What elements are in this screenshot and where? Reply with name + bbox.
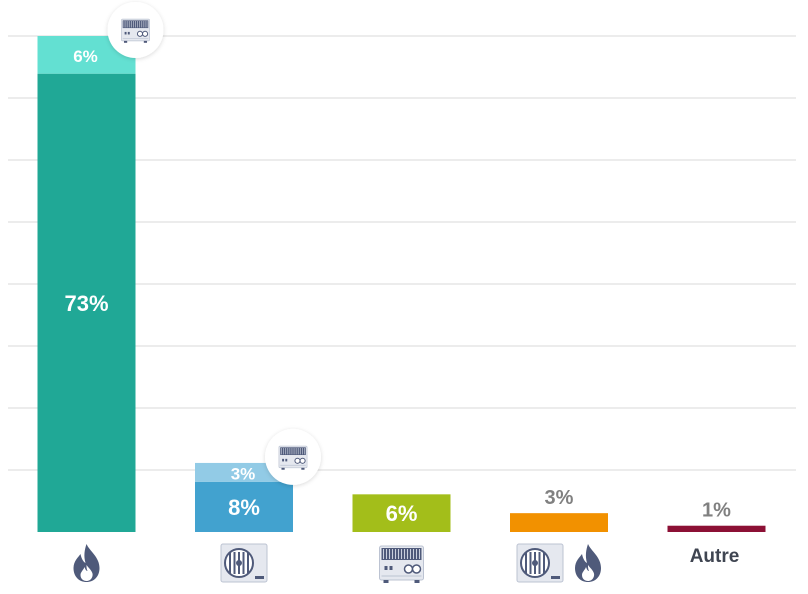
category-axis: Autre xyxy=(73,543,740,583)
bar-heat-pump-gas-hybrid xyxy=(510,513,608,532)
data-label: 3% xyxy=(231,464,256,483)
data-label: 8% xyxy=(228,495,260,520)
segment-badge xyxy=(265,428,321,485)
data-label: 6% xyxy=(386,501,418,526)
electric-heater-icon xyxy=(379,545,424,583)
electric-heater-icon xyxy=(121,18,150,43)
heat-pump-icon xyxy=(516,543,564,583)
bar-Autre xyxy=(667,525,766,532)
heat-pump-icon xyxy=(220,543,268,583)
data-label: 1% xyxy=(702,500,731,522)
data-label: 73% xyxy=(64,291,108,316)
flame-icon xyxy=(575,544,601,582)
electric-heater-icon xyxy=(278,445,308,470)
gridlines xyxy=(8,35,796,471)
badges xyxy=(107,2,321,485)
bar-heat-pump xyxy=(195,481,293,532)
segment-badge xyxy=(107,2,164,58)
bar-gas-boiler xyxy=(37,73,136,532)
data-label: 6% xyxy=(73,47,98,66)
data-labels: 73% 6% 8% 3% 6% 3% 1% xyxy=(64,47,731,526)
bars xyxy=(37,36,766,532)
data-label: 3% xyxy=(545,487,574,509)
flame-icon xyxy=(73,544,100,582)
category-label: Autre xyxy=(690,546,740,567)
bar-electric-heater xyxy=(352,494,451,532)
